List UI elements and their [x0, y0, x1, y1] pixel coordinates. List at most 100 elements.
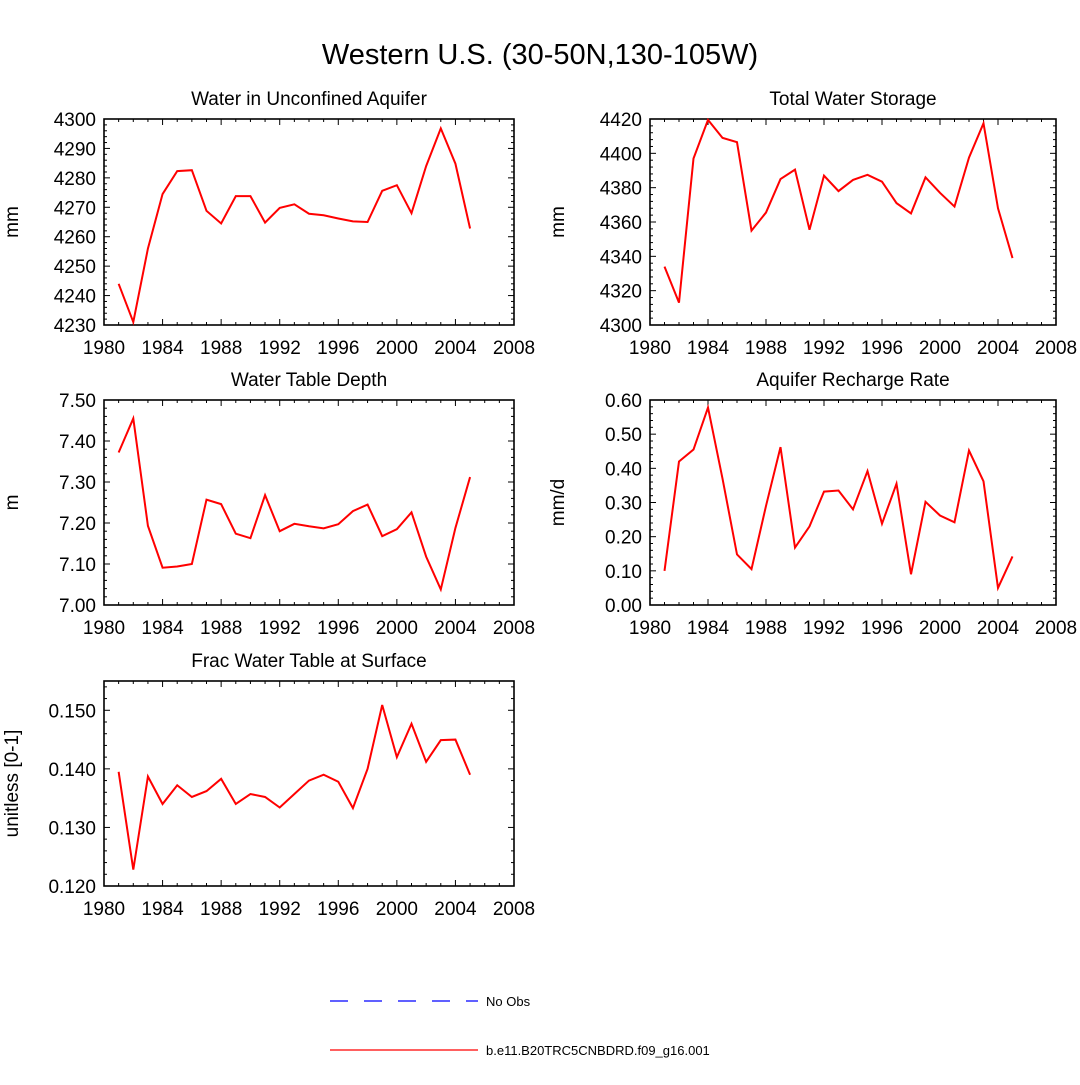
- y-tick-label: 0.40: [605, 459, 642, 480]
- legend-label-no-obs: No Obs: [486, 994, 531, 1009]
- panel-3: 1980 1984 1988 1992 1996 2000 2004 2008 7.00 7.10…: [2, 370, 535, 639]
- y-tick-label: 0.150: [48, 701, 96, 722]
- x-tick-label: 2008: [1035, 618, 1077, 639]
- panel-2: 1980 1984 1988 1992 1996 2000 2004 2008 4300 4320…: [548, 89, 1077, 359]
- panel-4: 1980 1984 1988 1992 1996 2000 2004 2008 0.00 0.10…: [548, 370, 1077, 639]
- x-tick-label: 1992: [259, 618, 301, 639]
- x-tick-label: 1996: [317, 618, 359, 639]
- figure-title: Western U.S. (30-50N,130-105W): [322, 39, 758, 71]
- x-tick-label: 2008: [1035, 338, 1077, 359]
- y-tick-label: 4250: [54, 257, 96, 278]
- plot-frame: [649, 399, 1057, 606]
- panel-title: Frac Water Table at Surface: [191, 651, 427, 672]
- y-tick-label: 7.40: [59, 432, 96, 453]
- y-tick-label: 4400: [600, 144, 642, 165]
- panel-title: Total Water Storage: [769, 89, 936, 110]
- y-tick-label: 0.120: [48, 877, 96, 898]
- series-line-1: [117, 414, 472, 593]
- x-tick-label: 1980: [83, 618, 125, 639]
- x-tick-label: 1988: [200, 618, 242, 639]
- y-tick-label: 4270: [54, 198, 96, 219]
- y-tick-label: 4230: [54, 316, 96, 337]
- y-axis-label: mm: [548, 206, 569, 238]
- x-tick-label: 2004: [434, 618, 477, 639]
- series-line-1: [663, 403, 1014, 592]
- y-axis-label: mm: [2, 206, 23, 238]
- y-tick-label: 4290: [54, 139, 96, 160]
- x-tick-label: 2000: [919, 618, 961, 639]
- y-tick-label: 7.50: [59, 391, 96, 412]
- x-tick-label: 2004: [434, 338, 477, 359]
- x-tick-label: 1996: [317, 899, 359, 920]
- x-tick-label: 1988: [745, 338, 787, 359]
- x-tick-label: 1984: [141, 618, 184, 639]
- x-tick-label: 1996: [861, 338, 903, 359]
- y-tick-label: 4420: [600, 110, 642, 131]
- y-tick-label: 0.50: [605, 425, 642, 446]
- x-tick-label: 1980: [629, 338, 671, 359]
- y-axis-label: unitless [0-1]: [2, 730, 23, 838]
- x-tick-label: 2004: [977, 618, 1020, 639]
- plot-frame: [103, 680, 515, 887]
- x-tick-label: 1988: [745, 618, 787, 639]
- series-line-1: [117, 704, 471, 870]
- y-tick-label: 7.20: [59, 514, 96, 535]
- legend-label-model: b.e11.B20TRC5CNBDRD.f09_g16.001: [486, 1043, 710, 1058]
- y-tick-label: 0.10: [605, 562, 642, 583]
- y-tick-label: 4300: [54, 110, 96, 131]
- x-tick-label: 2000: [376, 338, 418, 359]
- y-tick-label: 4300: [600, 316, 642, 337]
- x-tick-label: 1980: [629, 618, 671, 639]
- plot-frame: [103, 399, 515, 606]
- x-tick-label: 1984: [141, 899, 184, 920]
- y-axis-label: m: [2, 495, 23, 511]
- series-line-1: [663, 117, 1014, 304]
- x-tick-label: 1984: [141, 338, 184, 359]
- y-tick-label: 4340: [600, 247, 642, 268]
- y-tick-label: 0.140: [48, 760, 96, 781]
- plot-frame: [103, 118, 515, 326]
- legend: No Obs b.e11.B20TRC5CNBDRD.f09_g16.001: [330, 994, 710, 1058]
- x-tick-label: 1988: [200, 338, 242, 359]
- y-tick-label: 0.00: [605, 596, 642, 617]
- x-tick-label: 1992: [803, 338, 845, 359]
- x-tick-label: 1984: [687, 338, 730, 359]
- x-tick-label: 2000: [376, 899, 418, 920]
- x-tick-label: 2000: [376, 618, 418, 639]
- x-tick-label: 1992: [259, 338, 301, 359]
- x-tick-label: 2004: [434, 899, 477, 920]
- x-tick-label: 1980: [83, 338, 125, 359]
- x-tick-label: 2000: [919, 338, 961, 359]
- x-tick-label: 2008: [493, 899, 535, 920]
- x-tick-label: 2008: [493, 338, 535, 359]
- x-tick-label: 1992: [803, 618, 845, 639]
- y-tick-label: 7.00: [59, 596, 96, 617]
- panel-title: Aquifer Recharge Rate: [756, 370, 949, 391]
- x-tick-label: 1996: [317, 338, 359, 359]
- y-tick-label: 4360: [600, 213, 642, 234]
- y-tick-label: 0.20: [605, 528, 642, 549]
- x-tick-label: 1984: [687, 618, 730, 639]
- y-tick-label: 7.30: [59, 473, 96, 494]
- panel-title: Water in Unconfined Aquifer: [191, 89, 428, 110]
- y-tick-label: 4320: [600, 282, 642, 303]
- x-tick-label: 2004: [977, 338, 1020, 359]
- x-tick-label: 1988: [200, 899, 242, 920]
- y-axis-label: mm/d: [548, 479, 569, 527]
- y-tick-label: 4240: [54, 287, 96, 308]
- y-tick-label: 4380: [600, 179, 642, 200]
- panel-1: 1980 1984 1988 1992 1996 2000 2004 2008 4230 4240…: [2, 89, 535, 359]
- x-tick-label: 1980: [83, 899, 125, 920]
- x-tick-label: 1992: [259, 899, 301, 920]
- y-tick-label: 7.10: [59, 555, 96, 576]
- y-tick-label: 4280: [54, 169, 96, 190]
- series-line-1: [117, 125, 472, 326]
- y-tick-label: 0.60: [605, 391, 642, 412]
- plot-frame: [649, 118, 1057, 326]
- y-tick-label: 4260: [54, 228, 96, 249]
- panel-5: 1980 1984 1988 1992 1996 2000 2004 2008 0.120 0.1…: [2, 651, 535, 920]
- y-tick-label: 0.130: [48, 818, 96, 839]
- panel-title: Water Table Depth: [231, 370, 387, 391]
